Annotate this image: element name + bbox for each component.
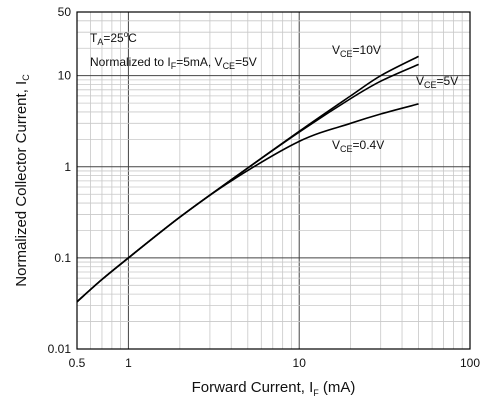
y-tick-label: 0.01 bbox=[48, 342, 72, 356]
y-tick-label: 1 bbox=[64, 160, 71, 174]
x-tick-label: 0.5 bbox=[69, 356, 86, 370]
x-axis-title: Forward Current, IF (mA) bbox=[192, 379, 356, 398]
series-label-vce-5v: VCE=5V bbox=[416, 74, 458, 90]
series-label-vce-10v: VCE=10V bbox=[332, 43, 381, 59]
y-tick-label: 0.1 bbox=[54, 251, 71, 265]
tick-labels: 0.5 1 10 100 0.01 0.1 1 10 50 bbox=[48, 5, 481, 370]
grid bbox=[77, 12, 470, 349]
x-tick-label: 1 bbox=[125, 356, 132, 370]
series-line-2 bbox=[76, 103, 419, 303]
x-tick-label: 10 bbox=[293, 356, 307, 370]
series-label-vce-0-4v: VCE=0.4V bbox=[332, 138, 384, 154]
plot-frame bbox=[76, 11, 471, 350]
x-tick-label: 100 bbox=[460, 356, 480, 370]
normalization-annotation: Normalized to IF=5mA, VCE=5V bbox=[90, 55, 257, 71]
y-tick-label: 50 bbox=[58, 5, 72, 19]
y-axis-title: Normalized Collector Current, IC bbox=[13, 74, 31, 287]
temperature-annotation: TA=25oC bbox=[90, 30, 137, 47]
y-tick-label: 10 bbox=[58, 69, 72, 83]
series-group bbox=[76, 55, 419, 303]
